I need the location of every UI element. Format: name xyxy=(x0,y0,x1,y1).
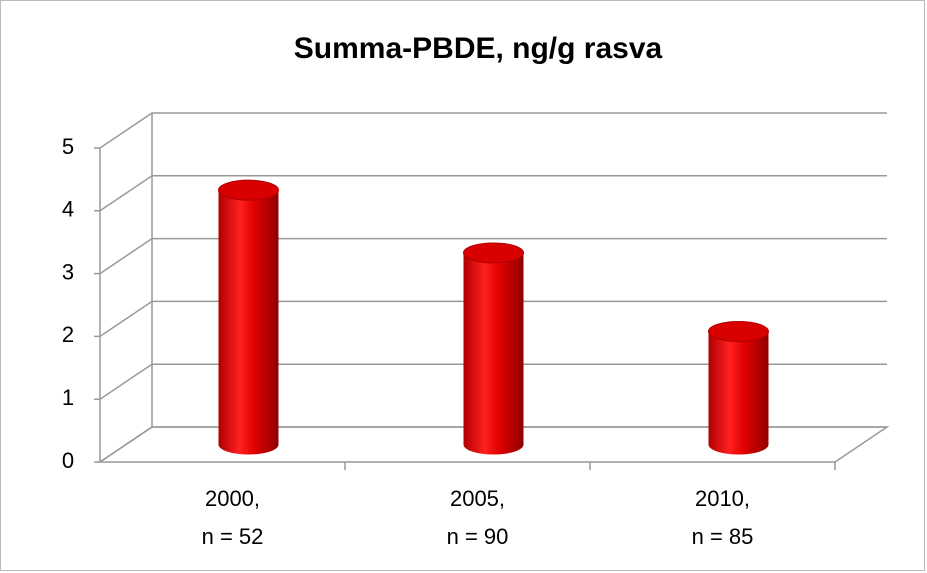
grid-line xyxy=(99,426,887,463)
x-tick-label: 2010, xyxy=(695,486,750,511)
x-tick-label: n = 52 xyxy=(202,524,264,549)
chart-title: Summa-PBDE, ng/g rasva xyxy=(294,32,663,65)
x-tick-label: 2000, xyxy=(205,486,260,511)
grid-line xyxy=(99,300,887,338)
y-tick-label: 2 xyxy=(62,322,74,347)
bar-part xyxy=(218,190,279,455)
bar xyxy=(218,179,279,455)
y-tick-label: 1 xyxy=(62,385,74,410)
y-tick-label: 3 xyxy=(62,259,74,284)
y-tick-label: 0 xyxy=(62,448,74,473)
grid-line xyxy=(99,175,887,212)
bar-part xyxy=(708,331,769,455)
bar-part xyxy=(708,320,769,342)
bar-part xyxy=(218,179,279,201)
grid-line xyxy=(99,363,887,400)
x-tick-label: n = 90 xyxy=(447,524,509,549)
x-tick-label: n = 85 xyxy=(692,524,754,549)
bar-part xyxy=(463,252,524,455)
x-tick-label: 2005, xyxy=(450,486,505,511)
grid-line xyxy=(99,237,887,275)
bar-part xyxy=(463,242,524,264)
bar xyxy=(463,242,524,455)
grid-line xyxy=(99,112,887,149)
y-tick-label: 4 xyxy=(62,197,74,222)
bar xyxy=(708,320,769,455)
y-tick-label: 5 xyxy=(62,134,74,159)
